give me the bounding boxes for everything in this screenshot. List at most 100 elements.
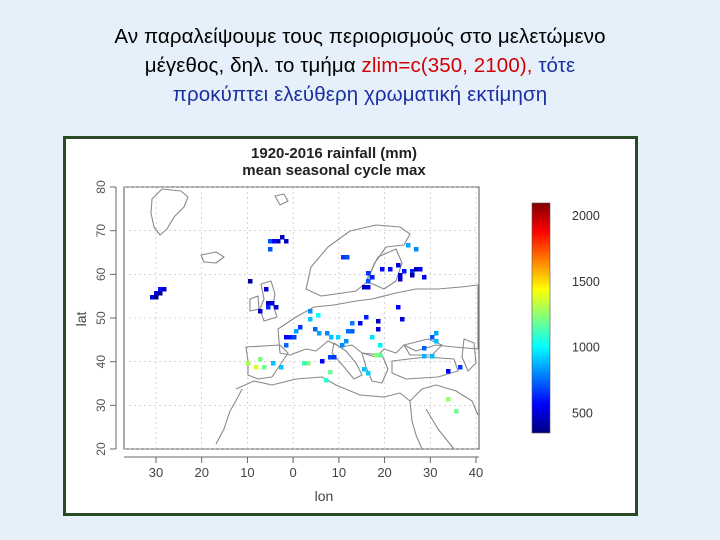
rainfall-cell — [262, 365, 267, 370]
colorbar-label: 1000 — [572, 341, 600, 355]
rainfall-cell — [422, 275, 427, 280]
rainfall-cell — [446, 397, 451, 402]
rainfall-cell — [406, 243, 411, 248]
x-tick-label: 30 — [423, 465, 437, 480]
rainfall-cell — [366, 279, 371, 284]
rainfall-cell — [254, 365, 259, 370]
rainfall-cell — [158, 287, 163, 292]
rainfall-cell — [324, 378, 329, 383]
greenland-coast — [150, 188, 189, 236]
rainfall-cell — [378, 353, 383, 358]
rainfall-cell — [158, 291, 163, 296]
rainfall-cell — [388, 267, 393, 272]
x-tick-label: 0 — [290, 465, 297, 480]
x-axis-label: lon — [315, 488, 334, 504]
rainfall-cell — [328, 355, 333, 360]
x-tick-label: 20 — [377, 465, 391, 480]
rainfall-map: 1920-2016 rainfall (mm) mean seasonal cy… — [73, 145, 600, 504]
rainfall-cell — [325, 331, 330, 336]
heading-line-3: προκύπτει ελεύθερη χρωματική εκτίμηση — [172, 83, 548, 106]
rainfall-cell — [396, 263, 401, 268]
rainfall-cell — [370, 275, 375, 280]
rainfall-cell — [150, 295, 155, 300]
iberia-coast — [245, 344, 289, 380]
y-tick-label: 50 — [94, 311, 108, 325]
rainfall-cell — [284, 343, 289, 348]
x-tick-label: 20 — [194, 465, 208, 480]
y-tick-label: 80 — [94, 180, 108, 194]
rainfall-cell — [364, 315, 369, 320]
plot-area: 80 70 60 50 40 30 20 30 20 10 0 10 20 30 40 — [94, 180, 483, 480]
rainfall-cell — [422, 354, 427, 359]
rainfall-cell — [400, 317, 405, 322]
rainfall-cell — [366, 371, 371, 376]
rainfall-cell — [154, 291, 159, 296]
rainfall-cell — [370, 335, 375, 340]
rainfall-cell — [350, 321, 355, 326]
rainfall-cell — [248, 279, 253, 284]
rainfall-cell — [362, 285, 367, 290]
rainfall-cell — [271, 361, 276, 366]
colorbar-labels: 2000 1500 1000 500 — [572, 209, 600, 420]
x-tick-label: 10 — [332, 465, 346, 480]
rainfall-cell — [268, 239, 273, 244]
rainfall-cell — [410, 269, 415, 274]
rainfall-cell — [276, 239, 281, 244]
slide-heading: Αν παραλείψουμε τους περιορισμούς στο με… — [0, 22, 720, 109]
rainfall-cells — [150, 235, 463, 414]
rainfall-cell — [317, 331, 322, 336]
west-africa-coast — [215, 388, 243, 445]
scandinavia-coast — [305, 224, 411, 297]
middle-east-coast — [409, 384, 479, 416]
rainfall-cell — [422, 346, 427, 351]
rainfall-cell — [358, 321, 363, 326]
y-tick-label: 30 — [94, 398, 108, 412]
y-axis: 80 70 60 50 40 30 20 — [94, 180, 117, 456]
rainfall-cell — [288, 335, 293, 340]
rainfall-cell — [340, 343, 345, 348]
y-axis-label: lat — [73, 312, 89, 327]
rainfall-cell — [418, 267, 423, 272]
colorbar-label: 2000 — [572, 209, 600, 223]
heading-line-2-prefix: μέγεθος, δηλ. το τμήμα — [144, 54, 356, 77]
north-africa-coast — [235, 376, 423, 450]
rainfall-cell — [344, 339, 349, 344]
rainfall-cell — [346, 329, 351, 334]
rainfall-cell — [279, 365, 284, 370]
rainfall-cell — [292, 335, 297, 340]
y-tick-label: 20 — [94, 442, 108, 456]
colorbar — [531, 202, 551, 434]
rainfall-cell — [374, 353, 379, 358]
heading-line-2-suffix: τότε — [538, 54, 576, 77]
rainfall-cell — [302, 361, 307, 366]
rainfall-cell — [329, 335, 334, 340]
rainfall-cell — [298, 325, 303, 330]
caspian-coast — [461, 338, 477, 372]
great-britain-coast — [259, 280, 278, 322]
rainfall-cell — [366, 285, 371, 290]
rainfall-cell — [332, 355, 337, 360]
map-title-line-2: mean seasonal cycle max — [242, 162, 426, 179]
x-axis: 30 20 10 0 10 20 30 40 — [124, 456, 483, 480]
rainfall-cell — [313, 327, 318, 332]
rainfall-cell — [154, 295, 159, 300]
rainfall-cell — [316, 313, 321, 318]
rainfall-cell — [328, 370, 333, 375]
x-tick-label: 10 — [240, 465, 254, 480]
rainfall-cell — [268, 247, 273, 252]
rainfall-cell — [274, 305, 279, 310]
rainfall-cell — [272, 239, 277, 244]
rainfall-cell — [398, 277, 403, 282]
svalbard-coast — [274, 193, 289, 206]
rainfall-cell — [376, 319, 381, 324]
rainfall-cell — [414, 267, 419, 272]
x-tick-label: 30 — [149, 465, 163, 480]
y-tick-label: 40 — [94, 355, 108, 369]
rainfall-cell — [266, 305, 271, 310]
rainfall-cell — [258, 309, 263, 314]
rainfall-cell — [430, 354, 435, 359]
rainfall-cell — [308, 309, 313, 314]
rainfall-cell — [306, 361, 311, 366]
colorbar-label: 1500 — [572, 275, 600, 289]
rainfall-cell — [345, 255, 350, 260]
